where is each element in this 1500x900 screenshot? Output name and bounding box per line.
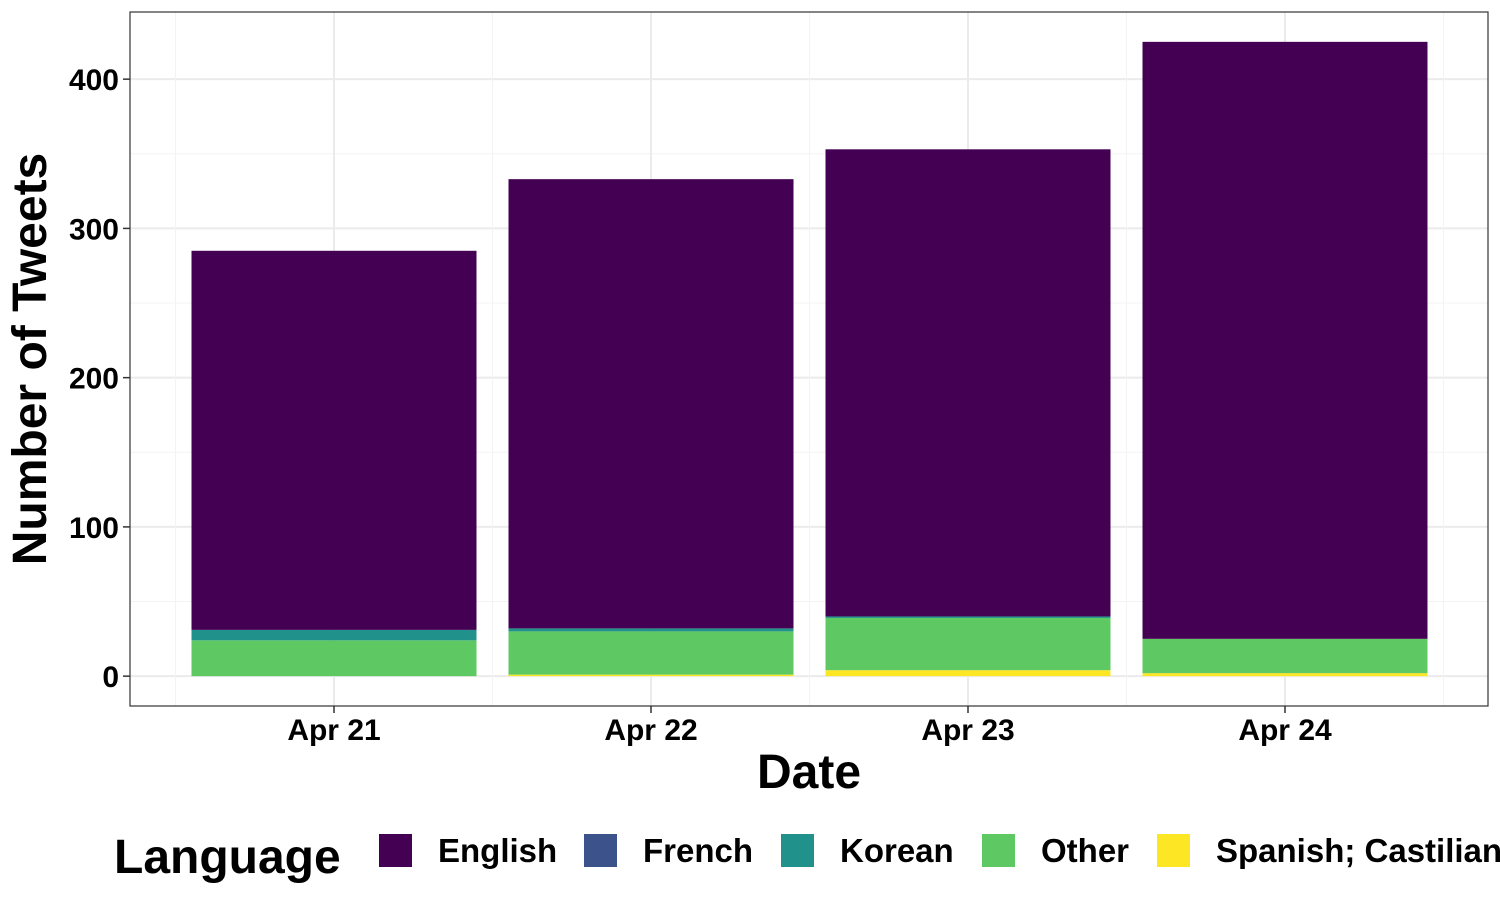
legend-label-spanish-castilian: Spanish; Castilian bbox=[1216, 832, 1500, 869]
x-tick-label: Apr 21 bbox=[287, 714, 380, 747]
plot-panel-border bbox=[129, 11, 1489, 707]
bar-segment-english-apr-23 bbox=[825, 149, 1111, 617]
bar-segment-other-apr-21 bbox=[191, 640, 477, 677]
bar-segment-korean-apr-21 bbox=[191, 629, 477, 641]
legend-key-english bbox=[379, 834, 412, 867]
x-tick-label: Apr 22 bbox=[604, 714, 697, 747]
y-tick-label: 300 bbox=[69, 213, 119, 246]
bar-segment-korean-apr-23 bbox=[825, 616, 1111, 618]
bar-segment-spanish-castilian-apr-22 bbox=[508, 674, 794, 677]
legend-key-french bbox=[584, 834, 617, 867]
y-axis-title: Number of Tweets bbox=[4, 153, 57, 566]
legend: Language English French Korean Other Spanish… bbox=[114, 831, 1500, 884]
bar-segment-english-apr-24 bbox=[1142, 41, 1428, 639]
legend-label-other: Other bbox=[1041, 832, 1129, 869]
bar-segment-korean-apr-22 bbox=[508, 628, 794, 632]
bar-segment-spanish-castilian-apr-23 bbox=[825, 670, 1111, 677]
legend-key-korean bbox=[781, 834, 814, 867]
axis-ticks: 0 100 200 300 400 Apr 21 Apr 22 Apr 23 Apr 24 bbox=[69, 64, 1332, 747]
y-tick-label: 0 bbox=[102, 661, 119, 694]
legend-key-spanish-castilian bbox=[1157, 834, 1190, 867]
x-axis-title: Date bbox=[757, 746, 861, 799]
y-tick-label: 200 bbox=[69, 363, 119, 396]
bar-segment-spanish-castilian-apr-24 bbox=[1142, 673, 1428, 677]
x-tick-label: Apr 24 bbox=[1238, 714, 1332, 747]
bars bbox=[191, 41, 1428, 677]
bar-segment-other-apr-22 bbox=[508, 631, 794, 675]
bar-segment-english-apr-21 bbox=[191, 250, 477, 630]
bar-segment-english-apr-22 bbox=[508, 179, 794, 629]
bar-segment-other-apr-23 bbox=[825, 617, 1111, 671]
x-tick-label: Apr 23 bbox=[921, 714, 1014, 747]
legend-label-french: French bbox=[643, 832, 753, 869]
legend-label-korean: Korean bbox=[840, 832, 954, 869]
bar-segment-other-apr-24 bbox=[1142, 638, 1428, 674]
legend-title: Language bbox=[114, 831, 341, 884]
legend-key-other bbox=[982, 834, 1015, 867]
y-tick-label: 100 bbox=[69, 512, 119, 545]
legend-label-english: English bbox=[438, 832, 557, 869]
y-tick-label: 400 bbox=[69, 64, 119, 97]
